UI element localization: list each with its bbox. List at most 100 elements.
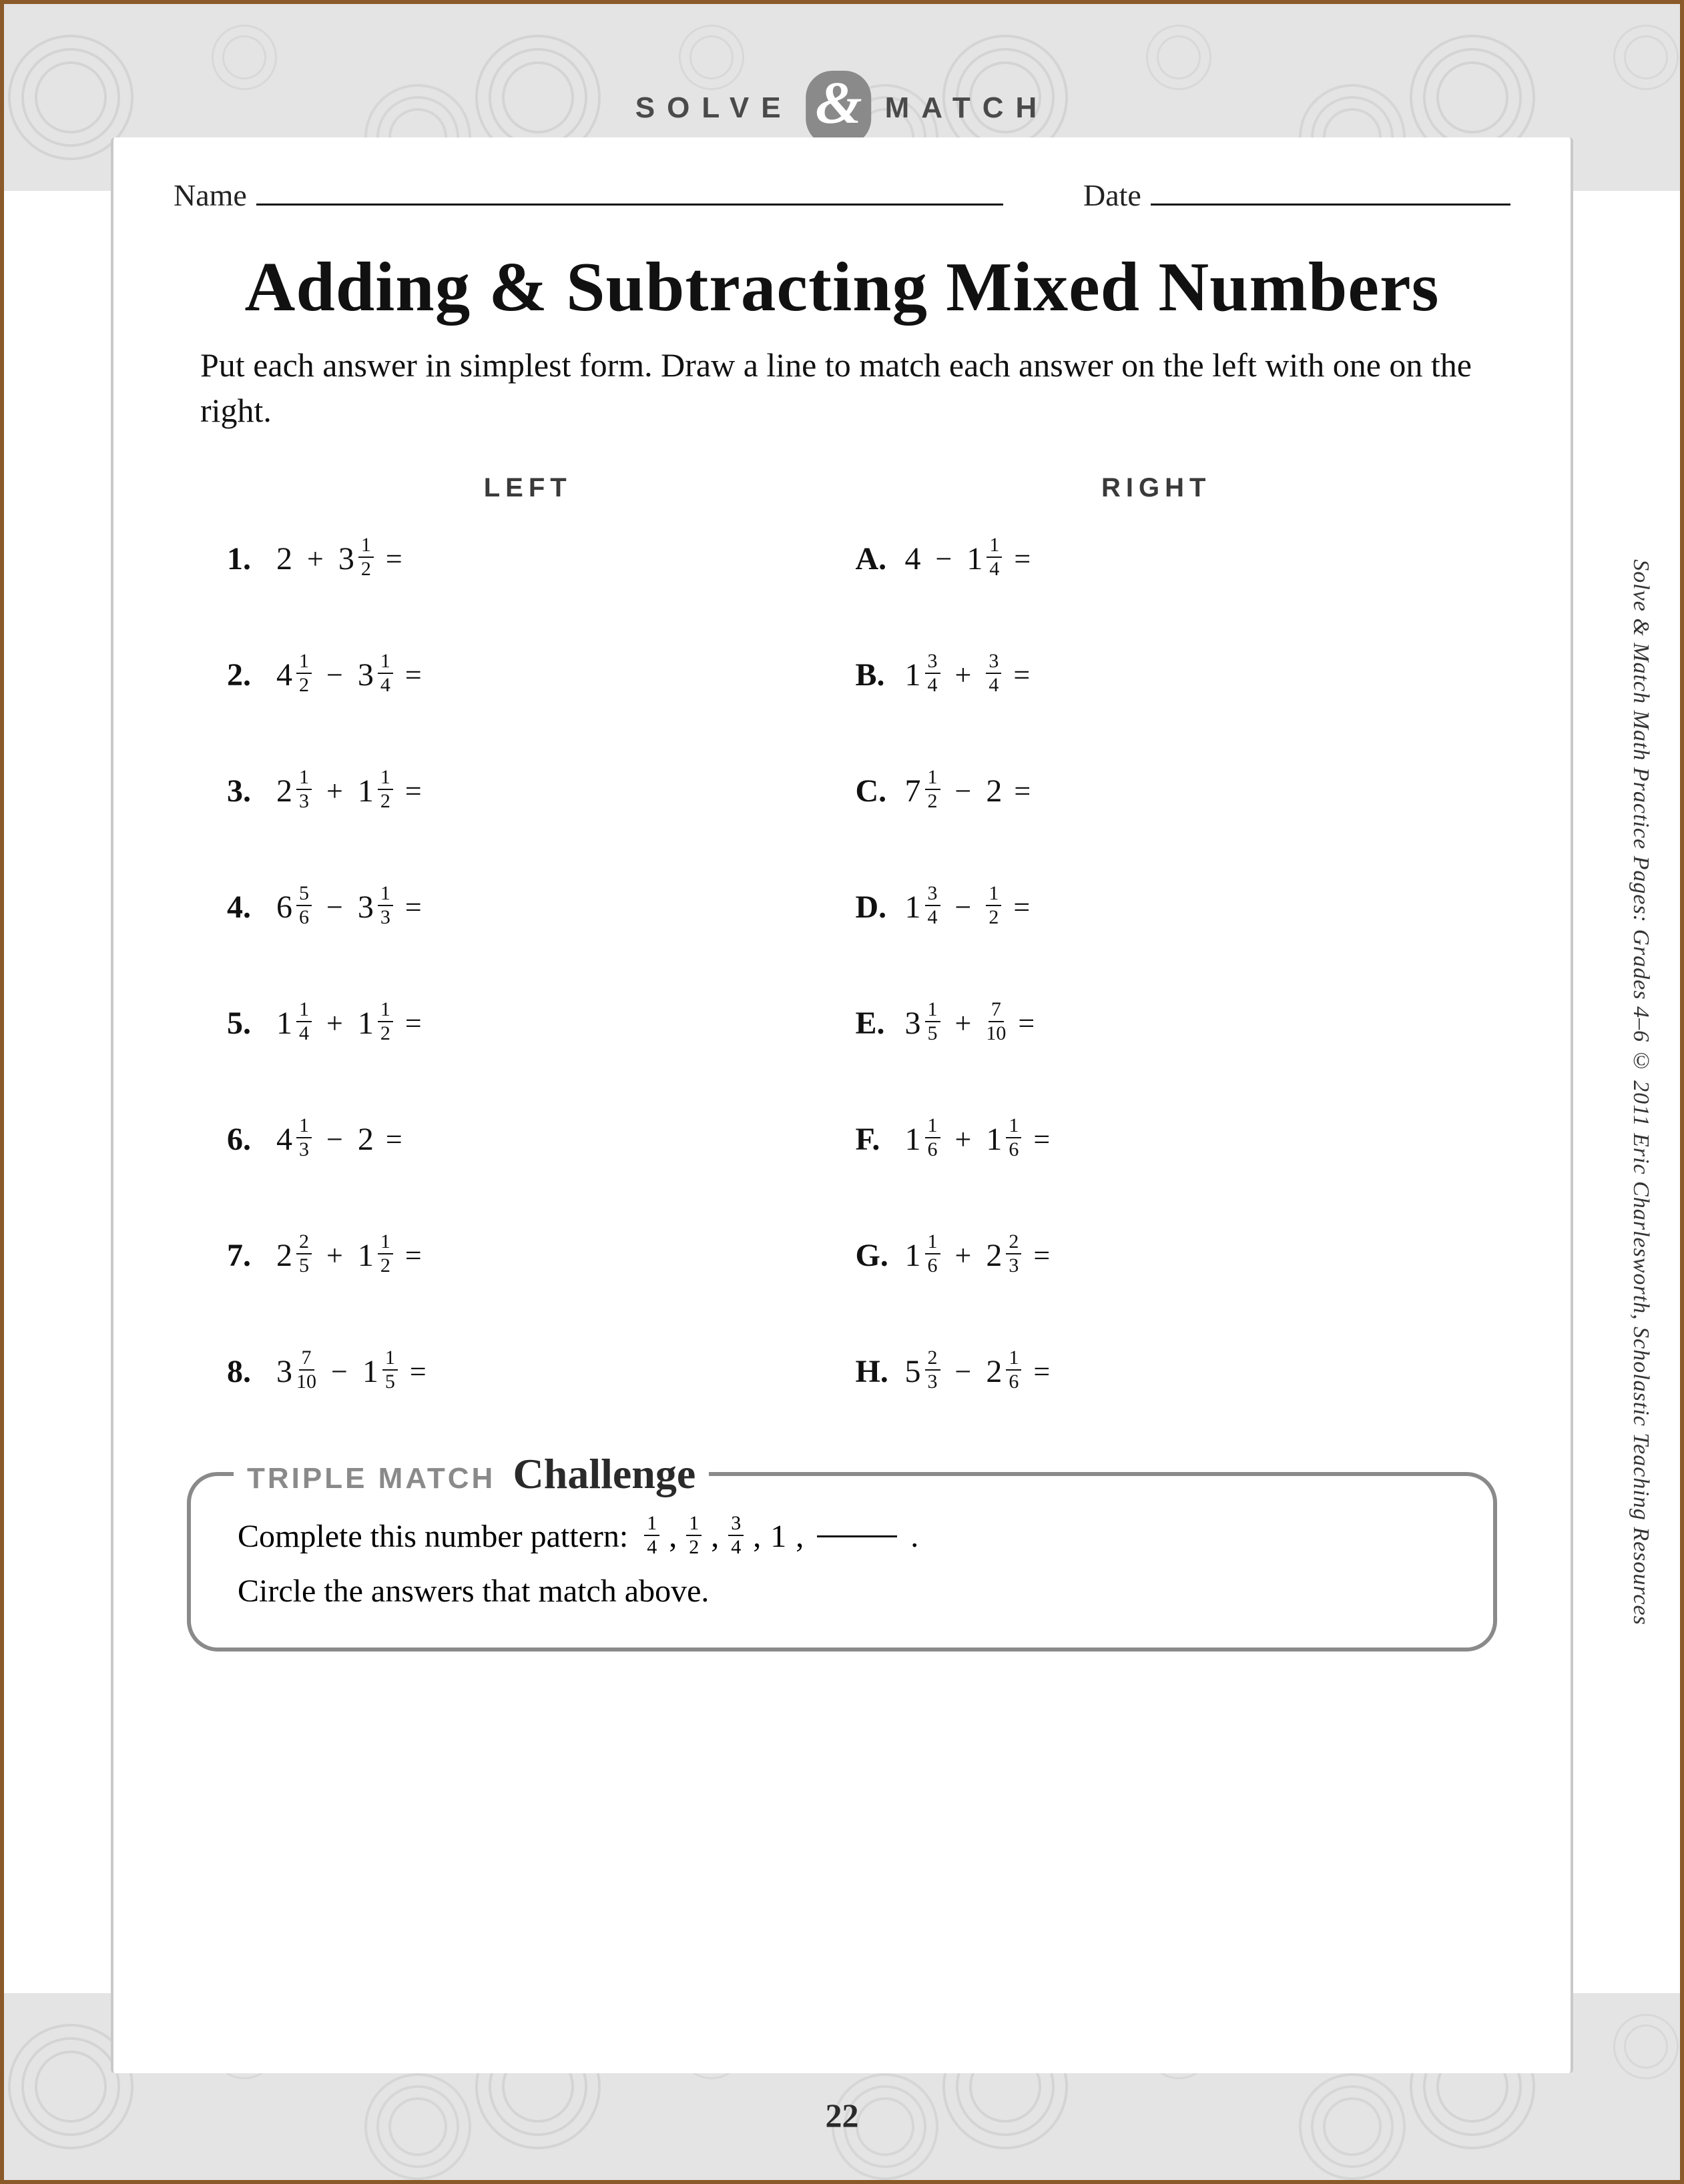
problem-label: F. bbox=[856, 1121, 890, 1158]
mixed-number: 2 bbox=[358, 1121, 374, 1158]
fraction: 12 bbox=[925, 767, 940, 811]
fraction: 12 bbox=[986, 883, 1001, 928]
problem-row: E.315+710= bbox=[856, 1001, 1458, 1045]
whole-part: 5 bbox=[905, 1353, 921, 1390]
mixed-number: 116 bbox=[905, 1117, 940, 1161]
equals-sign: = bbox=[1013, 658, 1030, 692]
challenge-frame: Complete this number pattern: 14,12,34,1… bbox=[187, 1472, 1497, 1652]
operator: + bbox=[324, 1238, 346, 1272]
expression: 712−2 bbox=[905, 769, 1003, 813]
challenge-pattern-line: Complete this number pattern: 14,12,34,1… bbox=[238, 1509, 1446, 1564]
whole-part: 2 bbox=[986, 1353, 1002, 1390]
challenge-box: TRIPLE MATCH Challenge Complete this num… bbox=[187, 1472, 1497, 1652]
challenge-line2: Circle the answers that match above. bbox=[238, 1564, 1446, 1619]
worksheet-page: Name Date Adding & Subtracting Mixed Num… bbox=[111, 137, 1573, 2073]
name-input-line[interactable] bbox=[256, 178, 1003, 206]
fraction: 16 bbox=[1006, 1348, 1021, 1392]
equals-sign: = bbox=[405, 658, 422, 692]
equals-sign: = bbox=[410, 1355, 427, 1389]
operator: − bbox=[933, 542, 955, 576]
comma: , bbox=[711, 1509, 719, 1564]
whole-part: 1 bbox=[358, 773, 374, 809]
fraction: 56 bbox=[296, 883, 312, 928]
problem-label: 3. bbox=[227, 773, 262, 809]
problem-row: A.4−114= bbox=[856, 536, 1458, 581]
page-number: 22 bbox=[826, 2096, 859, 2135]
pattern-blank[interactable] bbox=[817, 1535, 897, 1537]
comma: , bbox=[669, 1509, 677, 1564]
mixed-number: 116 bbox=[905, 1233, 940, 1277]
right-column: RIGHT A.4−114=B.134+34=C.712−2=D.134−12=… bbox=[856, 473, 1458, 1465]
left-column-header: LEFT bbox=[227, 473, 829, 503]
fraction: 34 bbox=[925, 651, 940, 695]
mixed-number: 114 bbox=[276, 1001, 312, 1045]
problem-label: E. bbox=[856, 1005, 890, 1042]
mixed-number: 112 bbox=[358, 769, 393, 813]
name-field[interactable]: Name bbox=[174, 177, 1003, 213]
fraction: 34 bbox=[925, 883, 940, 928]
fraction: 13 bbox=[378, 883, 393, 928]
expression: 523−216 bbox=[905, 1349, 1022, 1393]
fraction: 34 bbox=[986, 651, 1001, 695]
mixed-number: 225 bbox=[276, 1233, 312, 1277]
whole-part: 2 bbox=[276, 540, 292, 577]
equals-sign: = bbox=[1033, 1238, 1050, 1272]
equals-sign: = bbox=[405, 890, 422, 924]
comma: , bbox=[753, 1509, 761, 1564]
problem-row: B.134+34= bbox=[856, 653, 1458, 697]
whole-part: 1 bbox=[905, 889, 921, 926]
mixed-number: 2 bbox=[276, 540, 292, 577]
problem-label: G. bbox=[856, 1237, 890, 1274]
mixed-number: 3710 bbox=[276, 1349, 316, 1393]
operator: + bbox=[304, 542, 326, 576]
equals-sign: = bbox=[1014, 542, 1031, 576]
operator: − bbox=[324, 658, 346, 692]
expression: 213+112 bbox=[276, 769, 393, 813]
equals-sign: = bbox=[386, 1122, 402, 1156]
fraction: 16 bbox=[1006, 1116, 1021, 1160]
challenge-badge: TRIPLE MATCH bbox=[247, 1462, 495, 1495]
name-label: Name bbox=[174, 177, 247, 213]
fraction: 12 bbox=[358, 535, 374, 579]
equals-sign: = bbox=[386, 542, 402, 576]
date-field[interactable]: Date bbox=[1083, 177, 1510, 213]
operator: − bbox=[328, 1355, 350, 1389]
mixed-number: 116 bbox=[986, 1117, 1021, 1161]
mixed-number: 14 bbox=[644, 1515, 659, 1559]
whole-part: 7 bbox=[905, 773, 921, 809]
whole-part: 1 bbox=[966, 540, 983, 577]
operator: + bbox=[324, 774, 346, 808]
brand-right: MATCH bbox=[885, 91, 1049, 125]
expression: 134−12 bbox=[905, 885, 1002, 929]
pattern-period: . bbox=[910, 1509, 918, 1564]
problem-label: 2. bbox=[227, 657, 262, 693]
whole-part: 1 bbox=[276, 1005, 292, 1042]
whole-part: 1 bbox=[905, 1121, 921, 1158]
mixed-number: 312 bbox=[338, 536, 374, 581]
expression: 4−114 bbox=[905, 536, 1003, 581]
problem-label: 5. bbox=[227, 1005, 262, 1042]
problem-label: B. bbox=[856, 657, 890, 693]
fraction: 13 bbox=[296, 1116, 312, 1160]
whole-part: 2 bbox=[276, 1237, 292, 1274]
problem-row: G.116+223= bbox=[856, 1233, 1458, 1277]
ampersand-icon: & bbox=[806, 71, 872, 145]
operator: − bbox=[952, 1355, 974, 1389]
challenge-heading: Challenge bbox=[513, 1450, 696, 1497]
operator: + bbox=[952, 1122, 974, 1156]
date-input-line[interactable] bbox=[1151, 178, 1510, 206]
fraction: 34 bbox=[728, 1513, 744, 1557]
mixed-number: 314 bbox=[358, 653, 393, 697]
problem-row: D.134−12= bbox=[856, 885, 1458, 929]
problem-columns: LEFT 1.2+312=2.412−314=3.213+112=4.656−3… bbox=[174, 473, 1510, 1465]
equals-sign: = bbox=[1033, 1355, 1050, 1389]
mixed-number: 216 bbox=[986, 1349, 1021, 1393]
mixed-number: 223 bbox=[986, 1233, 1021, 1277]
problem-label: 1. bbox=[227, 540, 262, 577]
page-title: Adding & Subtracting Mixed Numbers bbox=[174, 246, 1510, 327]
problem-label: 6. bbox=[227, 1121, 262, 1158]
fraction: 15 bbox=[925, 1000, 940, 1044]
equals-sign: = bbox=[1033, 1122, 1050, 1156]
operator: − bbox=[324, 1122, 346, 1156]
fraction: 14 bbox=[644, 1513, 659, 1557]
